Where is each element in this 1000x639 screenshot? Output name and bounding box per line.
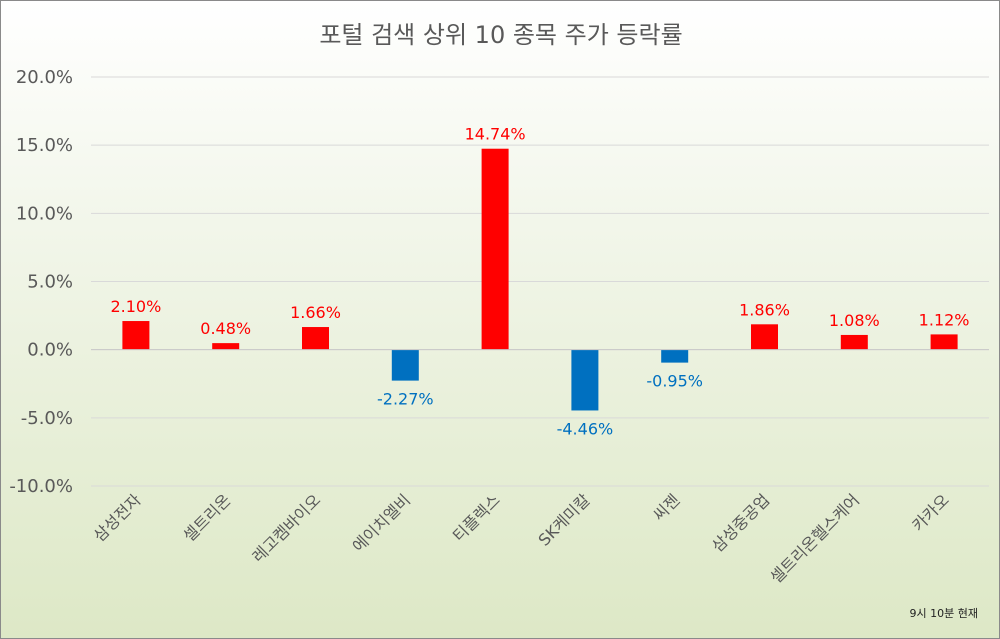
bar <box>840 334 868 350</box>
x-category-label: 삼성전자 <box>90 490 145 545</box>
bar <box>751 324 778 350</box>
x-category-label: 씨젠 <box>649 490 683 524</box>
y-tick-label: 20.0% <box>16 67 73 88</box>
x-category-label: 카카오 <box>908 490 953 535</box>
y-axis-ticks: 20.0% 15.0% 10.0% 5.0% 0.0% -5.0% -10.0% <box>9 67 73 497</box>
bar <box>571 349 599 411</box>
y-tick-label: -10.0% <box>9 476 73 497</box>
data-label: 1.66% <box>290 303 341 322</box>
x-category-label: 레고켐바이오 <box>248 490 324 566</box>
data-label: 0.48% <box>200 319 251 338</box>
bar <box>481 148 509 350</box>
bar <box>302 327 329 350</box>
timestamp-note: 9시 10분 현재 <box>910 607 978 620</box>
x-axis-categories: 삼성전자 셀트리온 레고켐바이오 에이치엘비 티플렉스 SK케미칼 씨젠 삼성중공업셀트리온헬… <box>90 490 953 587</box>
x-category-label: SK케미칼 <box>534 490 593 549</box>
bar <box>122 321 150 350</box>
bar <box>930 334 958 350</box>
data-label: -2.27% <box>377 390 434 409</box>
x-category-label: 삼성중공업 <box>708 490 773 555</box>
data-label: 2.10% <box>110 297 161 316</box>
data-labels: 2.10% 0.48% 1.66% -2.27% 14.74% -4.46% -0.95% 1… <box>110 125 969 439</box>
data-label: -4.46% <box>557 419 614 438</box>
y-tick-label: -5.0% <box>21 408 73 429</box>
bar <box>661 349 689 363</box>
gridlines <box>91 76 989 487</box>
y-tick-label: 0.0% <box>27 340 73 361</box>
chart-title: 포털 검색 상위 10 종목 주가 등락률 <box>319 21 682 49</box>
bar <box>391 349 419 381</box>
y-tick-label: 15.0% <box>16 135 73 156</box>
x-category-label: 셀트리온헬스케어 <box>766 490 863 587</box>
data-label: 1.08% <box>829 311 880 330</box>
x-category-label: 셀트리온 <box>179 490 234 545</box>
y-tick-label: 5.0% <box>27 272 73 293</box>
x-category-label: 티플렉스 <box>449 490 504 545</box>
x-category-label: 에이치엘비 <box>349 490 414 555</box>
data-label: 1.12% <box>919 310 970 329</box>
data-label: 1.86% <box>739 300 790 319</box>
y-tick-label: 10.0% <box>16 203 73 224</box>
bar <box>212 343 240 350</box>
data-label: -0.95% <box>646 372 703 391</box>
bars <box>122 148 958 411</box>
data-label: 14.74% <box>465 125 526 144</box>
